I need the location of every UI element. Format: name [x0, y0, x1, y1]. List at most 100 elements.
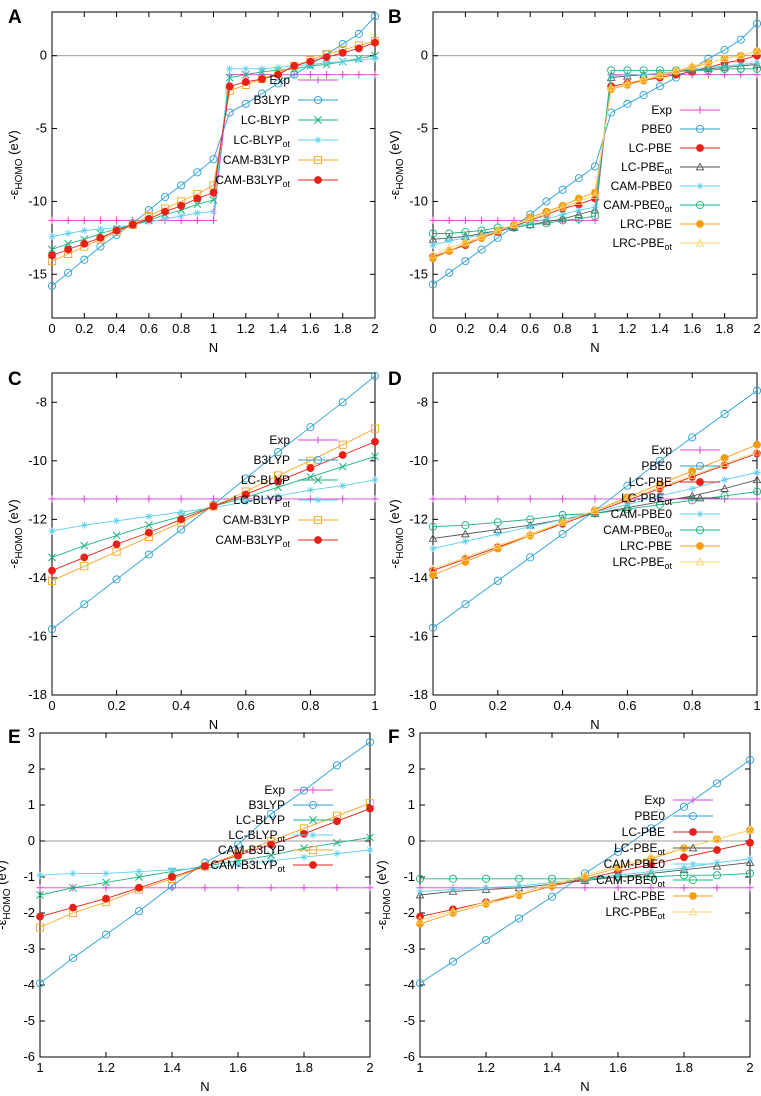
y-tick-label: -12 — [409, 511, 428, 526]
legend-marker — [309, 831, 317, 839]
y-axis-label-sub: HOMO — [395, 527, 406, 558]
data-point — [306, 423, 315, 432]
data-point — [80, 521, 88, 529]
legend-name: CAM-B3LYP — [215, 533, 282, 547]
legend-label: CAM-B3LYP — [223, 513, 290, 527]
data-point — [322, 53, 331, 62]
data-point — [112, 531, 121, 540]
legend-marker — [689, 796, 697, 804]
data-point — [234, 860, 242, 868]
legend-name: LC-PBE — [614, 841, 657, 855]
y-tick-label: -12 — [28, 511, 47, 526]
data-point — [558, 517, 567, 526]
y-tick-label: -4 — [403, 977, 415, 992]
y-tick-label: -8 — [416, 394, 428, 409]
data-point — [720, 484, 729, 492]
legend-label: CAM-B3LYPot — [210, 858, 285, 874]
data-point — [655, 456, 664, 465]
data-point — [623, 501, 631, 509]
legend-name: B3LYP — [254, 453, 290, 467]
data-point — [514, 874, 524, 883]
legend-name: Exp — [644, 793, 665, 807]
data-point — [168, 866, 176, 874]
data-point — [193, 209, 201, 217]
data-point — [720, 62, 729, 71]
legend-sub: ot — [657, 879, 665, 889]
y-tick-label: -14 — [28, 570, 47, 585]
series-exp — [48, 71, 379, 224]
data-point — [36, 891, 44, 899]
x-tick-label: 0.4 — [554, 698, 572, 713]
data-point — [64, 245, 73, 254]
panel-b: B 0 0.2 0.4 0.6 0.8 1 1.2 1.4 1.6 1.8 2 -15 -10 -5 0 N -ε… — [387, 7, 761, 355]
x-tick-label: 1 — [210, 321, 217, 336]
data-point — [339, 495, 347, 503]
data-point — [144, 215, 153, 223]
data-point — [233, 840, 243, 849]
data-point — [746, 838, 754, 847]
data-point — [134, 907, 144, 916]
data-point — [322, 59, 331, 67]
data-point — [102, 869, 110, 877]
data-point — [737, 60, 745, 69]
data-point — [477, 245, 486, 254]
data-point — [177, 201, 186, 210]
data-point — [429, 241, 437, 249]
legend-name: CAM-PBE0 — [603, 198, 665, 212]
data-point — [274, 70, 282, 79]
legend-name: CAM-B3LYP — [223, 153, 290, 167]
x-tick-label: 2 — [753, 321, 760, 336]
data-point — [461, 557, 470, 566]
y-tick-label: -10 — [28, 193, 47, 208]
data-point — [753, 440, 761, 449]
data-point — [623, 503, 632, 511]
legend-label: CAM-B3LYP — [223, 153, 290, 167]
data-point — [746, 884, 754, 892]
data-point — [102, 878, 110, 887]
data-point — [193, 168, 202, 177]
data-point — [655, 70, 665, 78]
series-cam-b3lyp-ot — [48, 38, 379, 260]
data-point — [688, 496, 697, 505]
data-point — [614, 871, 622, 879]
y-tick-label: -5 — [416, 121, 428, 136]
y-tick-label: -18 — [28, 687, 47, 702]
data-point — [461, 227, 470, 237]
legend-sub: ot — [282, 139, 290, 149]
legend-name: CAM-B3LYP — [210, 858, 277, 872]
data-point — [300, 853, 308, 861]
x-tick-label: 0 — [429, 698, 436, 713]
data-point — [429, 545, 437, 553]
legend-label: LRC-PBEot — [605, 905, 665, 921]
panel-label: B — [388, 7, 402, 28]
data-point — [209, 188, 218, 197]
data-point — [47, 281, 57, 290]
data-point — [445, 229, 454, 238]
data-point — [461, 257, 470, 266]
data-point — [712, 861, 722, 870]
x-axis-label: N — [200, 1079, 209, 1094]
data-point — [445, 268, 454, 277]
panel-label: A — [8, 7, 22, 28]
data-point — [736, 64, 745, 73]
legend-name: CAM-B3LYP — [223, 513, 290, 527]
x-tick-label: 1.2 — [97, 1060, 115, 1075]
data-point — [371, 38, 379, 47]
series-lc-blyp-ot — [48, 55, 379, 240]
y-tick-label: -15 — [409, 266, 428, 281]
series-line — [51, 16, 376, 287]
legend-marker — [696, 510, 704, 518]
series-cam-pbe0-ot — [428, 64, 761, 238]
data-point — [720, 45, 729, 54]
data-point — [201, 884, 209, 892]
x-tick-label: 0.4 — [489, 321, 507, 336]
data-point — [355, 56, 363, 64]
data-point — [48, 216, 56, 224]
plot-frame — [39, 732, 371, 1058]
data-point — [354, 29, 363, 38]
legend-label: LRC-PBE — [613, 889, 665, 903]
legend-marker — [689, 892, 697, 900]
data-point — [234, 884, 242, 892]
data-point — [80, 255, 89, 264]
data-point — [590, 506, 600, 514]
